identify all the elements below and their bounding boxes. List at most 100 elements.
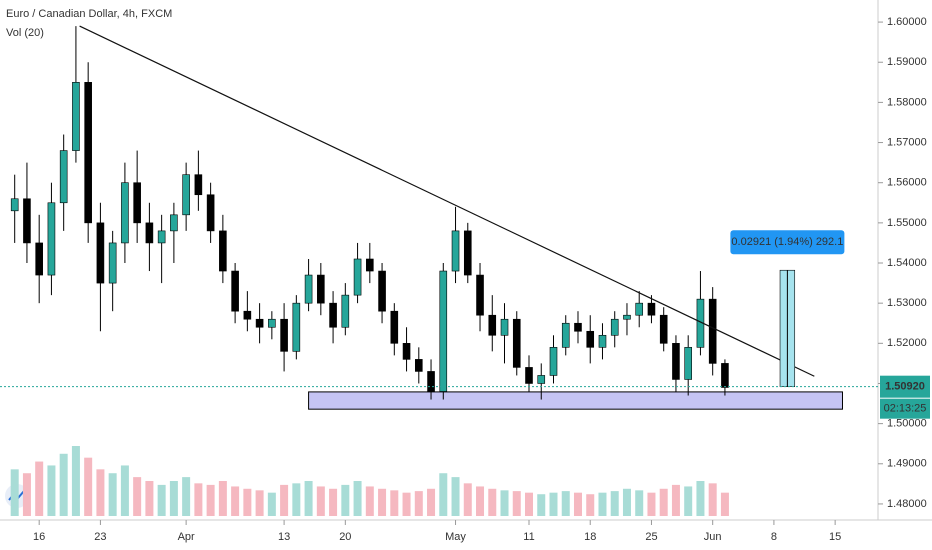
candle-body: [684, 347, 692, 380]
candle-body: [84, 82, 92, 224]
candle-body: [182, 174, 190, 216]
volume-bar: [84, 457, 93, 516]
candle-body: [561, 322, 570, 348]
volume-bar: [390, 490, 399, 516]
volume-bar: [182, 477, 191, 516]
last-price-label: 1.50920: [885, 381, 925, 393]
volume-bar: [659, 488, 668, 516]
candle-body: [231, 270, 239, 312]
x-tick-label: 8: [771, 531, 777, 543]
volume-bar: [35, 461, 44, 516]
x-tick-label: 25: [645, 531, 657, 543]
y-tick-label: 1.57000: [887, 136, 927, 148]
volume-bar: [280, 484, 289, 516]
volume-bar: [500, 490, 509, 516]
y-tick-label: 1.52000: [887, 337, 927, 349]
chart-title: Euro / Canadian Dollar, 4h, FXCM: [6, 8, 172, 20]
candle-body: [708, 298, 717, 364]
volume-bar: [427, 488, 436, 516]
volume-bar: [22, 473, 31, 516]
volume-bar: [720, 492, 729, 516]
candle-body: [23, 198, 31, 244]
x-tick-label: May: [445, 531, 466, 543]
x-tick-label: 13: [278, 531, 290, 543]
x-tick-label: 16: [33, 531, 45, 543]
countdown: 02:13:25: [884, 403, 927, 415]
candle-body: [121, 182, 129, 244]
candle-body: [145, 222, 154, 244]
volume-bar: [304, 481, 313, 516]
candle-body: [243, 310, 252, 320]
volume-indicator: Vol (20): [6, 27, 44, 39]
candle-body: [463, 230, 472, 276]
candle-body: [194, 174, 203, 196]
candle-body: [280, 318, 288, 352]
y-tick-label: 1.54000: [887, 257, 927, 269]
volume-bar: [439, 473, 448, 516]
candle-body: [623, 314, 631, 320]
y-tick-label: 1.50000: [887, 418, 927, 430]
candle-body: [353, 258, 362, 296]
candle-body: [537, 375, 546, 384]
candle-body: [672, 343, 680, 380]
candle-body: [659, 314, 668, 344]
candle-body: [390, 310, 399, 344]
candle-body: [133, 182, 141, 224]
volume-bar: [71, 446, 80, 516]
candle-body: [451, 230, 460, 272]
x-tick-label: Apr: [178, 531, 195, 543]
y-tick-label: 1.59000: [887, 56, 927, 68]
candle-body: [96, 222, 105, 284]
volume-bar: [451, 477, 460, 516]
volume-bar: [537, 494, 546, 516]
volume-bar: [169, 481, 178, 516]
candle-body: [427, 371, 435, 392]
volume-bar: [10, 469, 19, 516]
volume-bar: [573, 492, 582, 516]
volume-bar: [133, 477, 142, 516]
measure-label: 0.02921 (1.94%) 292.1: [731, 236, 843, 248]
candle-body: [108, 242, 117, 284]
volume-bar: [47, 465, 56, 516]
volume-bar: [96, 469, 105, 516]
volume-bar: [243, 488, 252, 516]
volume-bar: [598, 492, 607, 516]
volume-bar: [341, 484, 350, 516]
volume-bar: [206, 484, 215, 516]
x-tick-label: 11: [523, 531, 534, 543]
candle-body: [219, 230, 227, 272]
candle-body: [549, 347, 558, 376]
candle-body: [586, 330, 595, 348]
candle-body: [647, 302, 656, 316]
x-tick-label: 18: [584, 531, 596, 543]
candle-body: [721, 363, 729, 388]
volume-bar: [59, 453, 68, 516]
candle-body: [72, 82, 80, 151]
candle-body: [304, 274, 313, 304]
candle-body: [439, 270, 448, 392]
candle-body: [329, 302, 337, 328]
y-tick-label: 1.56000: [887, 177, 927, 189]
candle-body: [366, 258, 374, 272]
volume-bar: [463, 483, 472, 516]
candle-body: [402, 343, 411, 360]
volume-bar: [231, 486, 240, 516]
candle-body: [512, 318, 521, 368]
volume-bar: [145, 481, 154, 516]
y-tick-label: 1.58000: [887, 96, 927, 108]
candle-body: [414, 359, 423, 372]
volume-bar: [549, 492, 558, 516]
measure-label-bg: [730, 230, 845, 255]
volume-bar: [684, 486, 693, 516]
candle-body: [59, 150, 68, 204]
candle-body: [598, 334, 607, 348]
candle-body: [317, 274, 325, 304]
volume-bar: [353, 481, 362, 516]
volume-bar: [561, 491, 570, 516]
y-tick-label: 1.48000: [887, 498, 927, 510]
candle-body: [157, 230, 166, 244]
volume-bar: [488, 488, 497, 516]
volume-bar: [635, 490, 644, 516]
volume-bar: [402, 492, 411, 516]
